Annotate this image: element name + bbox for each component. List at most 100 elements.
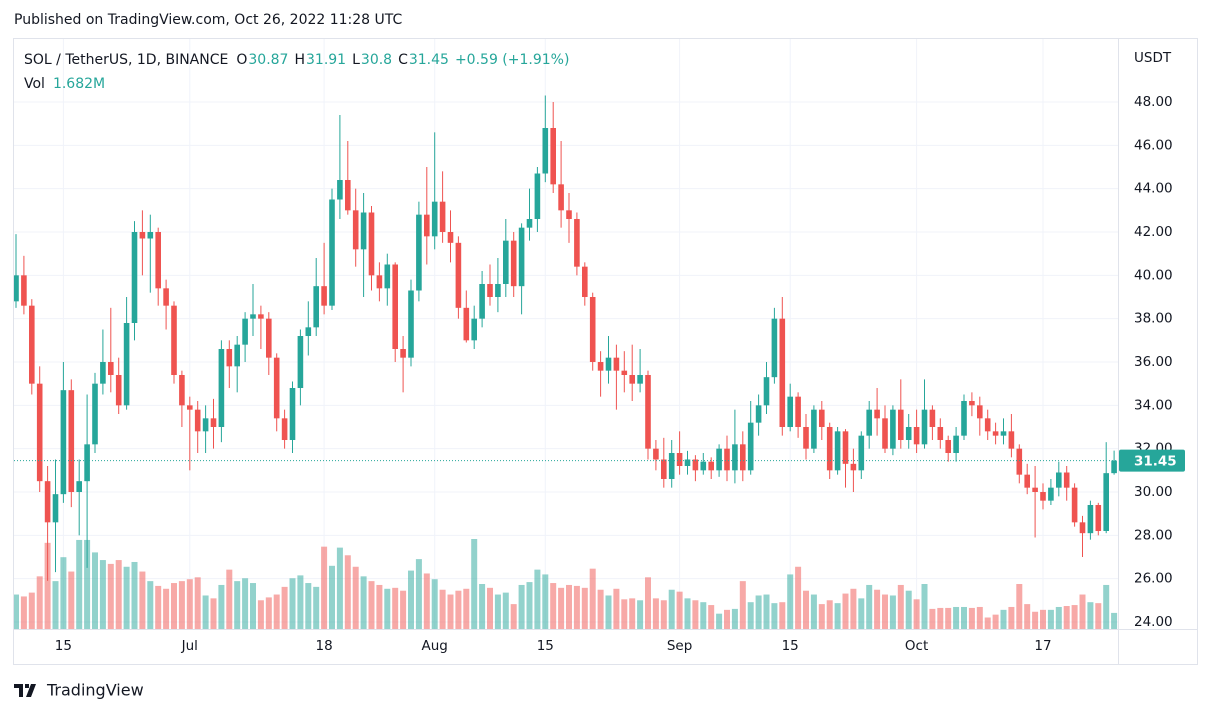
volume-bar [779, 602, 786, 629]
volume-bar [645, 577, 651, 629]
candle-body [218, 349, 225, 427]
volume-bar [44, 542, 51, 629]
candle-body [250, 314, 256, 319]
volume-bar [534, 569, 541, 629]
volume-bar [1103, 584, 1110, 629]
candle-body [455, 242, 462, 308]
candle-body [1032, 487, 1038, 492]
volume-bar [566, 584, 572, 629]
volume-bar [1040, 609, 1046, 629]
candle-body [92, 383, 98, 445]
candle-body [819, 409, 825, 427]
published-note: Published on TradingView.com, Oct 26, 20… [14, 12, 403, 28]
candle-body [629, 375, 635, 384]
candle-body [60, 390, 67, 495]
volume-bar [668, 589, 675, 629]
volume-bar [882, 594, 888, 629]
volume-bar [905, 590, 912, 629]
volume-bar [803, 590, 809, 629]
change: +0.59 (+1.91%) [455, 52, 569, 68]
volume-bar [724, 609, 730, 629]
volume-bar [415, 559, 422, 629]
volume-bar [747, 602, 754, 629]
volume-bar [202, 595, 209, 629]
x-tick-label: Oct [905, 638, 928, 654]
ohlc-value: 30.87 [248, 52, 288, 68]
candle-body [273, 357, 280, 419]
volume-bar [953, 606, 960, 629]
candle-body [131, 232, 138, 323]
candle-body [21, 275, 27, 306]
volume-bar [487, 587, 493, 629]
candle-body [1103, 473, 1109, 531]
candle-body [68, 390, 75, 492]
volume-bar [115, 560, 122, 629]
candle-body [724, 448, 730, 471]
candle-body [558, 184, 564, 211]
volume-bar [597, 589, 604, 629]
candle-body [337, 180, 343, 200]
candle-body [431, 201, 438, 237]
ohlc-value: 31.45 [409, 52, 449, 68]
volume-bar [1071, 605, 1078, 629]
volume-bar [826, 600, 833, 629]
candle-body [313, 286, 319, 328]
volume-bar [400, 590, 407, 629]
volume-bar [731, 608, 738, 629]
volume-bar [76, 539, 83, 629]
volume-bar [384, 588, 391, 629]
volume-bar [218, 584, 225, 629]
x-tick-label: Aug [422, 638, 448, 654]
y-tick-label: 44.00 [1134, 181, 1173, 197]
volume-bar [250, 583, 256, 629]
volume-bar [14, 594, 19, 629]
volume-bar [368, 581, 375, 629]
volume-bar [313, 586, 320, 629]
candle-body [984, 418, 991, 432]
volume-bar [510, 604, 517, 629]
volume-bar [937, 607, 944, 629]
candle-body [779, 318, 786, 427]
candle-body [787, 396, 793, 427]
candle-body [226, 349, 233, 367]
volume-bar [929, 608, 936, 629]
brand: TradingView [14, 681, 144, 700]
volume-bar [810, 594, 817, 629]
candle-body [376, 275, 383, 289]
candle-body [542, 128, 549, 174]
candle-body [503, 240, 509, 284]
volume-bar [463, 588, 470, 629]
y-tick-label: 40.00 [1134, 267, 1173, 283]
candle-body [929, 409, 936, 427]
candle-body [1079, 522, 1086, 534]
candle-body [155, 232, 161, 289]
candle-body [803, 427, 809, 449]
candle-body [487, 284, 493, 297]
volume-bar [494, 594, 501, 629]
candle-body [297, 336, 304, 388]
candle-body [1016, 448, 1023, 475]
volume-bar [526, 582, 533, 629]
candle-body [661, 459, 667, 479]
candle-body [163, 288, 169, 306]
candle-body [84, 444, 90, 482]
volume-bar [961, 606, 967, 629]
volume-value: 1.682M [53, 76, 105, 92]
y-tick-label: 46.00 [1134, 137, 1173, 153]
volume-bar [589, 568, 596, 629]
volume-bar [787, 574, 794, 629]
candle-body [1000, 431, 1007, 436]
candle-body [1071, 487, 1078, 523]
candle-body [811, 409, 817, 449]
candle-body [14, 275, 19, 302]
candle-body [692, 459, 699, 471]
candle-body [345, 180, 351, 211]
x-tick-label: 15 [537, 638, 554, 654]
volume-bar [945, 607, 952, 629]
ohlc-label: L [352, 52, 360, 68]
volume-pane [14, 539, 1118, 629]
candle-body [424, 214, 430, 237]
volume-bar [234, 581, 241, 629]
